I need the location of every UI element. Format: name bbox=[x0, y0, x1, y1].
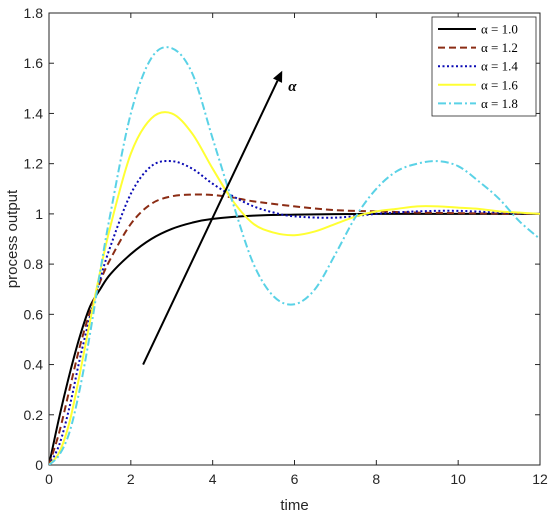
y-tick-label: 0.2 bbox=[24, 407, 44, 423]
annotations: α bbox=[142, 70, 297, 365]
x-tick-labels: 0 2 4 6 8 10 12 bbox=[45, 471, 548, 487]
y-tick-label: 1.4 bbox=[24, 105, 44, 121]
series-line-5 bbox=[49, 46, 540, 465]
y-tick-label: 1 bbox=[35, 206, 43, 222]
series-line-1 bbox=[49, 212, 540, 465]
x-tick-label: 2 bbox=[127, 471, 135, 487]
y-tick-label: 0.8 bbox=[24, 256, 44, 272]
y-tick-label: 0.6 bbox=[24, 306, 44, 322]
x-tick-label: 10 bbox=[450, 471, 466, 487]
y-tick-labels: 0 0.2 0.4 0.6 0.8 1 1.2 1.4 1.6 1.8 bbox=[24, 5, 44, 473]
alpha-arrow-head bbox=[272, 70, 283, 83]
series-line-4 bbox=[49, 111, 540, 465]
alpha-annotation-label: α bbox=[288, 79, 297, 95]
x-tick-label: 12 bbox=[532, 471, 548, 487]
alpha-arrow bbox=[142, 80, 279, 365]
y-tick-label: 0.4 bbox=[24, 357, 44, 373]
y-tick-label: 1.2 bbox=[24, 156, 44, 172]
y-tick-label: 1.8 bbox=[24, 5, 44, 21]
legend-box bbox=[431, 16, 537, 117]
x-tick-label: 4 bbox=[209, 471, 217, 487]
legend-label-1: α = 1.0 bbox=[481, 22, 518, 37]
series-line-2 bbox=[49, 193, 540, 465]
legend-label-3: α = 1.4 bbox=[481, 59, 518, 74]
x-tick-label: 6 bbox=[291, 471, 299, 487]
x-axis-label: time bbox=[280, 497, 308, 514]
y-axis-label: process output bbox=[4, 189, 21, 288]
axis-ticks bbox=[48, 12, 541, 466]
x-tick-label: 8 bbox=[372, 471, 380, 487]
x-tick-label: 0 bbox=[45, 471, 53, 487]
legend: α = 1.0 α = 1.2 α = 1.4 α = 1.6 α = 1.8 bbox=[431, 16, 537, 117]
legend-label-5: α = 1.8 bbox=[481, 96, 518, 111]
series-lines bbox=[49, 46, 540, 465]
legend-label-2: α = 1.2 bbox=[481, 40, 518, 55]
y-tick-label: 1.6 bbox=[24, 55, 44, 71]
legend-label-4: α = 1.6 bbox=[481, 77, 518, 92]
series-line-3 bbox=[49, 159, 540, 465]
y-tick-label: 0 bbox=[35, 457, 43, 473]
